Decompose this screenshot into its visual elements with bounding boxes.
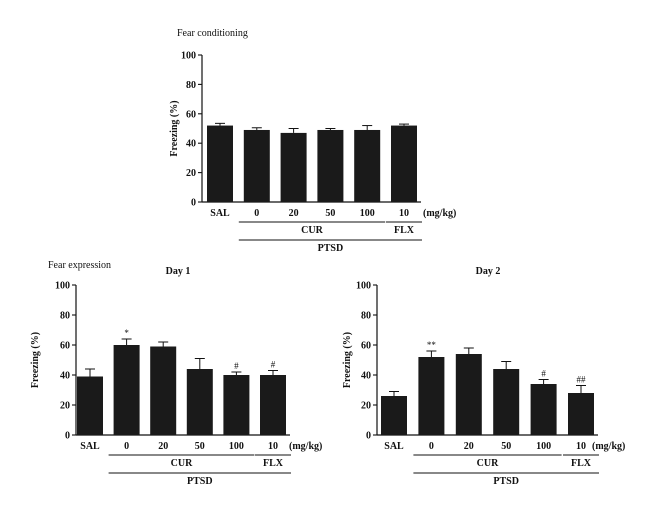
unit-label: (mg/kg): [423, 208, 456, 219]
y-tick-label: 100: [55, 281, 70, 292]
category-label: 0: [254, 208, 259, 219]
group-label: FLX: [571, 458, 592, 469]
fear-conditioning-heading: Fear conditioning: [177, 28, 248, 39]
y-tick-label: 40: [361, 371, 371, 382]
bar: [77, 376, 103, 435]
unit-label: (mg/kg): [289, 441, 322, 452]
group-label: CUR: [477, 458, 499, 469]
y-tick-label: 40: [60, 371, 70, 382]
chart-day2: Day 2 0 20 40 60 80 100 Freezing (%) SAL ** 0 20 50 #…: [342, 266, 625, 487]
bar: [223, 375, 250, 435]
y-axis-label: Freezing (%): [169, 100, 180, 156]
significance-marker: **: [427, 340, 437, 350]
category-label: 100: [229, 441, 244, 452]
group-label: PTSD: [187, 476, 213, 487]
y-tick-label: 0: [65, 431, 70, 442]
y-axis-label: Freezing (%): [342, 332, 353, 388]
category-label: 100: [360, 208, 375, 219]
y-tick-label: 100: [356, 281, 371, 292]
category-label: 20: [464, 441, 474, 452]
y-tick-label: 20: [186, 168, 196, 179]
y-tick-label: 60: [186, 109, 196, 120]
bar: [317, 129, 344, 202]
category-label: 10: [576, 441, 586, 452]
chart-title: Day 2: [476, 266, 501, 277]
category-label: SAL: [80, 441, 100, 452]
bar: [391, 125, 417, 202]
bar: [455, 354, 482, 435]
category-label: 20: [158, 441, 168, 452]
y-tick-label: 40: [186, 139, 196, 150]
category-label: 10: [268, 441, 278, 452]
category-label: 100: [536, 441, 551, 452]
significance-marker: #: [271, 360, 276, 370]
bar: [207, 125, 233, 202]
significance-marker: ##: [577, 375, 587, 385]
bar: [113, 345, 140, 435]
chart-title: Day 1: [166, 266, 191, 277]
group-label: CUR: [301, 225, 323, 236]
y-tick-label: 80: [361, 311, 371, 322]
y-axis-label: Freezing (%): [30, 332, 41, 388]
group-label: CUR: [171, 458, 193, 469]
chart-day1: Day 1 0 20 40 60 80 100 Freezing (%) SAL * 0 20 50 #1…: [30, 266, 322, 487]
bar: [418, 357, 445, 435]
bar: [150, 346, 177, 435]
category-label: 0: [429, 441, 434, 452]
y-tick-label: 20: [361, 401, 371, 412]
y-tick-label: 0: [191, 198, 196, 209]
significance-marker: *: [124, 328, 129, 338]
group-label: FLX: [263, 458, 284, 469]
bar: [568, 393, 594, 435]
category-label: SAL: [384, 441, 404, 452]
category-label: 50: [501, 441, 511, 452]
category-label: 50: [325, 208, 335, 219]
bar: [530, 384, 557, 435]
y-tick-label: 60: [60, 341, 70, 352]
bar: [260, 375, 286, 435]
y-tick-label: 60: [361, 341, 371, 352]
y-tick-label: 0: [366, 431, 371, 442]
bar: [280, 132, 307, 202]
y-tick-label: 20: [60, 401, 70, 412]
significance-marker: #: [234, 361, 239, 371]
y-tick-label: 100: [181, 51, 196, 62]
bar: [354, 129, 381, 202]
group-label: FLX: [394, 225, 415, 236]
bar: [243, 129, 270, 202]
bar: [381, 396, 407, 435]
chart-fear-conditioning: 0 20 40 60 80 100 Freezing (%) SAL 0 20 50 100 10 (mg…: [169, 51, 456, 255]
y-tick-label: 80: [186, 80, 196, 91]
category-label: 0: [124, 441, 129, 452]
bar: [493, 369, 520, 435]
significance-marker: #: [541, 369, 546, 379]
unit-label: (mg/kg): [592, 441, 625, 452]
group-label: PTSD: [493, 476, 519, 487]
category-label: 20: [289, 208, 299, 219]
category-label: SAL: [210, 208, 230, 219]
y-tick-label: 80: [60, 311, 70, 322]
bar: [186, 369, 213, 435]
group-label: PTSD: [318, 243, 344, 254]
fear-expression-heading: Fear expression: [48, 260, 112, 271]
category-label: 50: [195, 441, 205, 452]
category-label: 10: [399, 208, 409, 219]
